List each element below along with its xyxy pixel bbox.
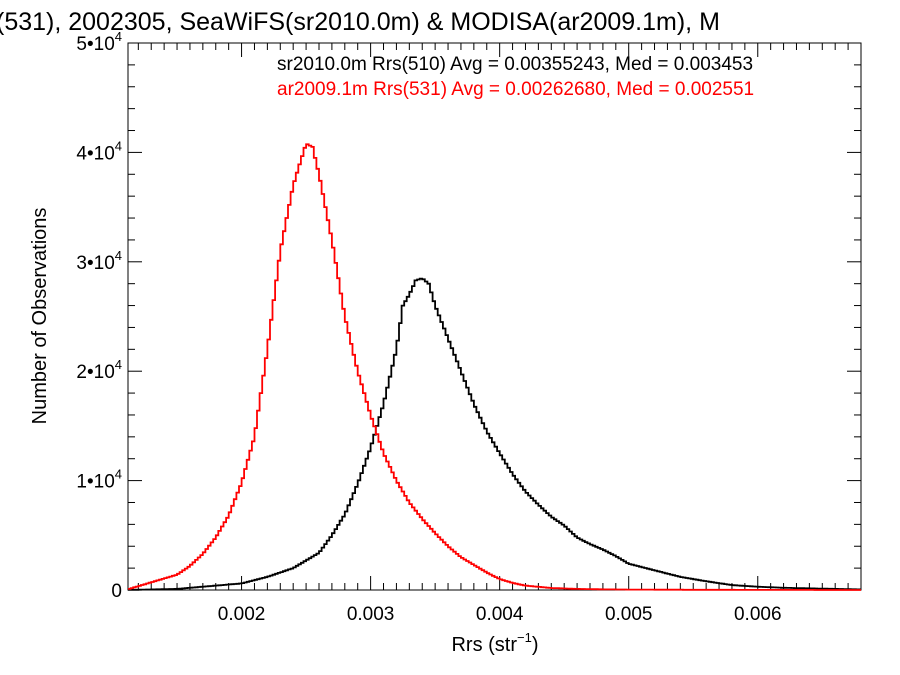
y-tick-label: 0 bbox=[111, 581, 122, 602]
x-axis-ticks: 0.002 0.003 0.004 0.005 0.006 bbox=[137, 43, 862, 625]
x-axis-label: Rrs (str−1) bbox=[451, 630, 538, 656]
y-tick-label-mantissa: 2•10 bbox=[76, 362, 114, 383]
x-tick-label: 0.003 bbox=[347, 604, 395, 625]
y-tick-label: 5•104 bbox=[76, 29, 122, 55]
y-tick-label-mantissa: 3•10 bbox=[76, 253, 114, 274]
x-tick-label: 0.002 bbox=[218, 604, 266, 625]
x-axis-label-superscript: −1 bbox=[517, 630, 532, 645]
y-tick-label-mantissa: 4•10 bbox=[76, 143, 114, 164]
y-axis-label: Number of Observations bbox=[29, 208, 51, 425]
y-tick-label-exponent: 4 bbox=[115, 29, 122, 44]
y-tick-label: 1•104 bbox=[76, 467, 122, 493]
x-axis-label-close: ) bbox=[532, 634, 539, 656]
x-tick-label: 0.005 bbox=[605, 604, 653, 625]
plot-frame bbox=[127, 42, 862, 591]
y-tick-label: 2•104 bbox=[76, 357, 122, 383]
y-tick-label-mantissa: 1•10 bbox=[76, 472, 114, 493]
x-tick-label: 0.004 bbox=[476, 604, 524, 625]
legend-entry-black: sr2010.0m Rrs(510) Avg = 0.00355243, Med… bbox=[277, 54, 753, 75]
x-axis-label-text: Rrs (str bbox=[451, 634, 517, 656]
series-layer bbox=[128, 143, 861, 591]
y-tick-label-exponent: 4 bbox=[115, 248, 122, 263]
x-tick-label: 0.006 bbox=[734, 604, 782, 625]
y-tick-label-mantissa: 0 bbox=[111, 581, 122, 602]
y-tick-label: 4•104 bbox=[76, 138, 122, 164]
legend-entry-red: ar2009.1m Rrs(531) Avg = 0.00262680, Med… bbox=[277, 79, 754, 100]
y-tick-label-mantissa: 5•10 bbox=[76, 34, 114, 55]
y-tick-label-exponent: 4 bbox=[115, 467, 122, 482]
series-line-red bbox=[128, 143, 861, 591]
y-tick-label-exponent: 4 bbox=[115, 138, 122, 153]
y-tick-label: 3•104 bbox=[76, 248, 122, 274]
series-line-black bbox=[128, 277, 861, 591]
y-tick-label-exponent: 4 bbox=[115, 357, 122, 372]
chart-title: (531), 2002305, SeaWiFS(sr2010.0m) & MOD… bbox=[0, 8, 720, 36]
